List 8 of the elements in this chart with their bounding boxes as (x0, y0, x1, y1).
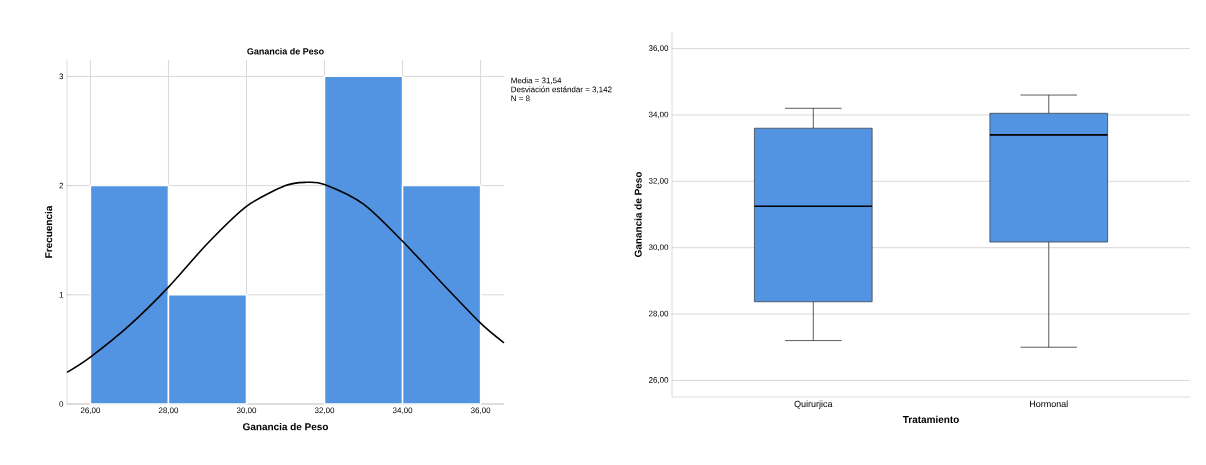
x-tick-label: Quirurjica (794, 400, 833, 409)
y-axis-title: Frecuencia (44, 205, 53, 258)
x-axis-title: Tratamiento (902, 415, 959, 424)
y-axis-title: Ganancia de Peso (634, 171, 642, 257)
chart-title: Ganancia de Peso (247, 47, 324, 55)
x-axis-title: Ganancia de Peso (243, 422, 329, 431)
x-tick-label: Hormonal (1030, 400, 1068, 408)
line-series (66, 181, 505, 374)
